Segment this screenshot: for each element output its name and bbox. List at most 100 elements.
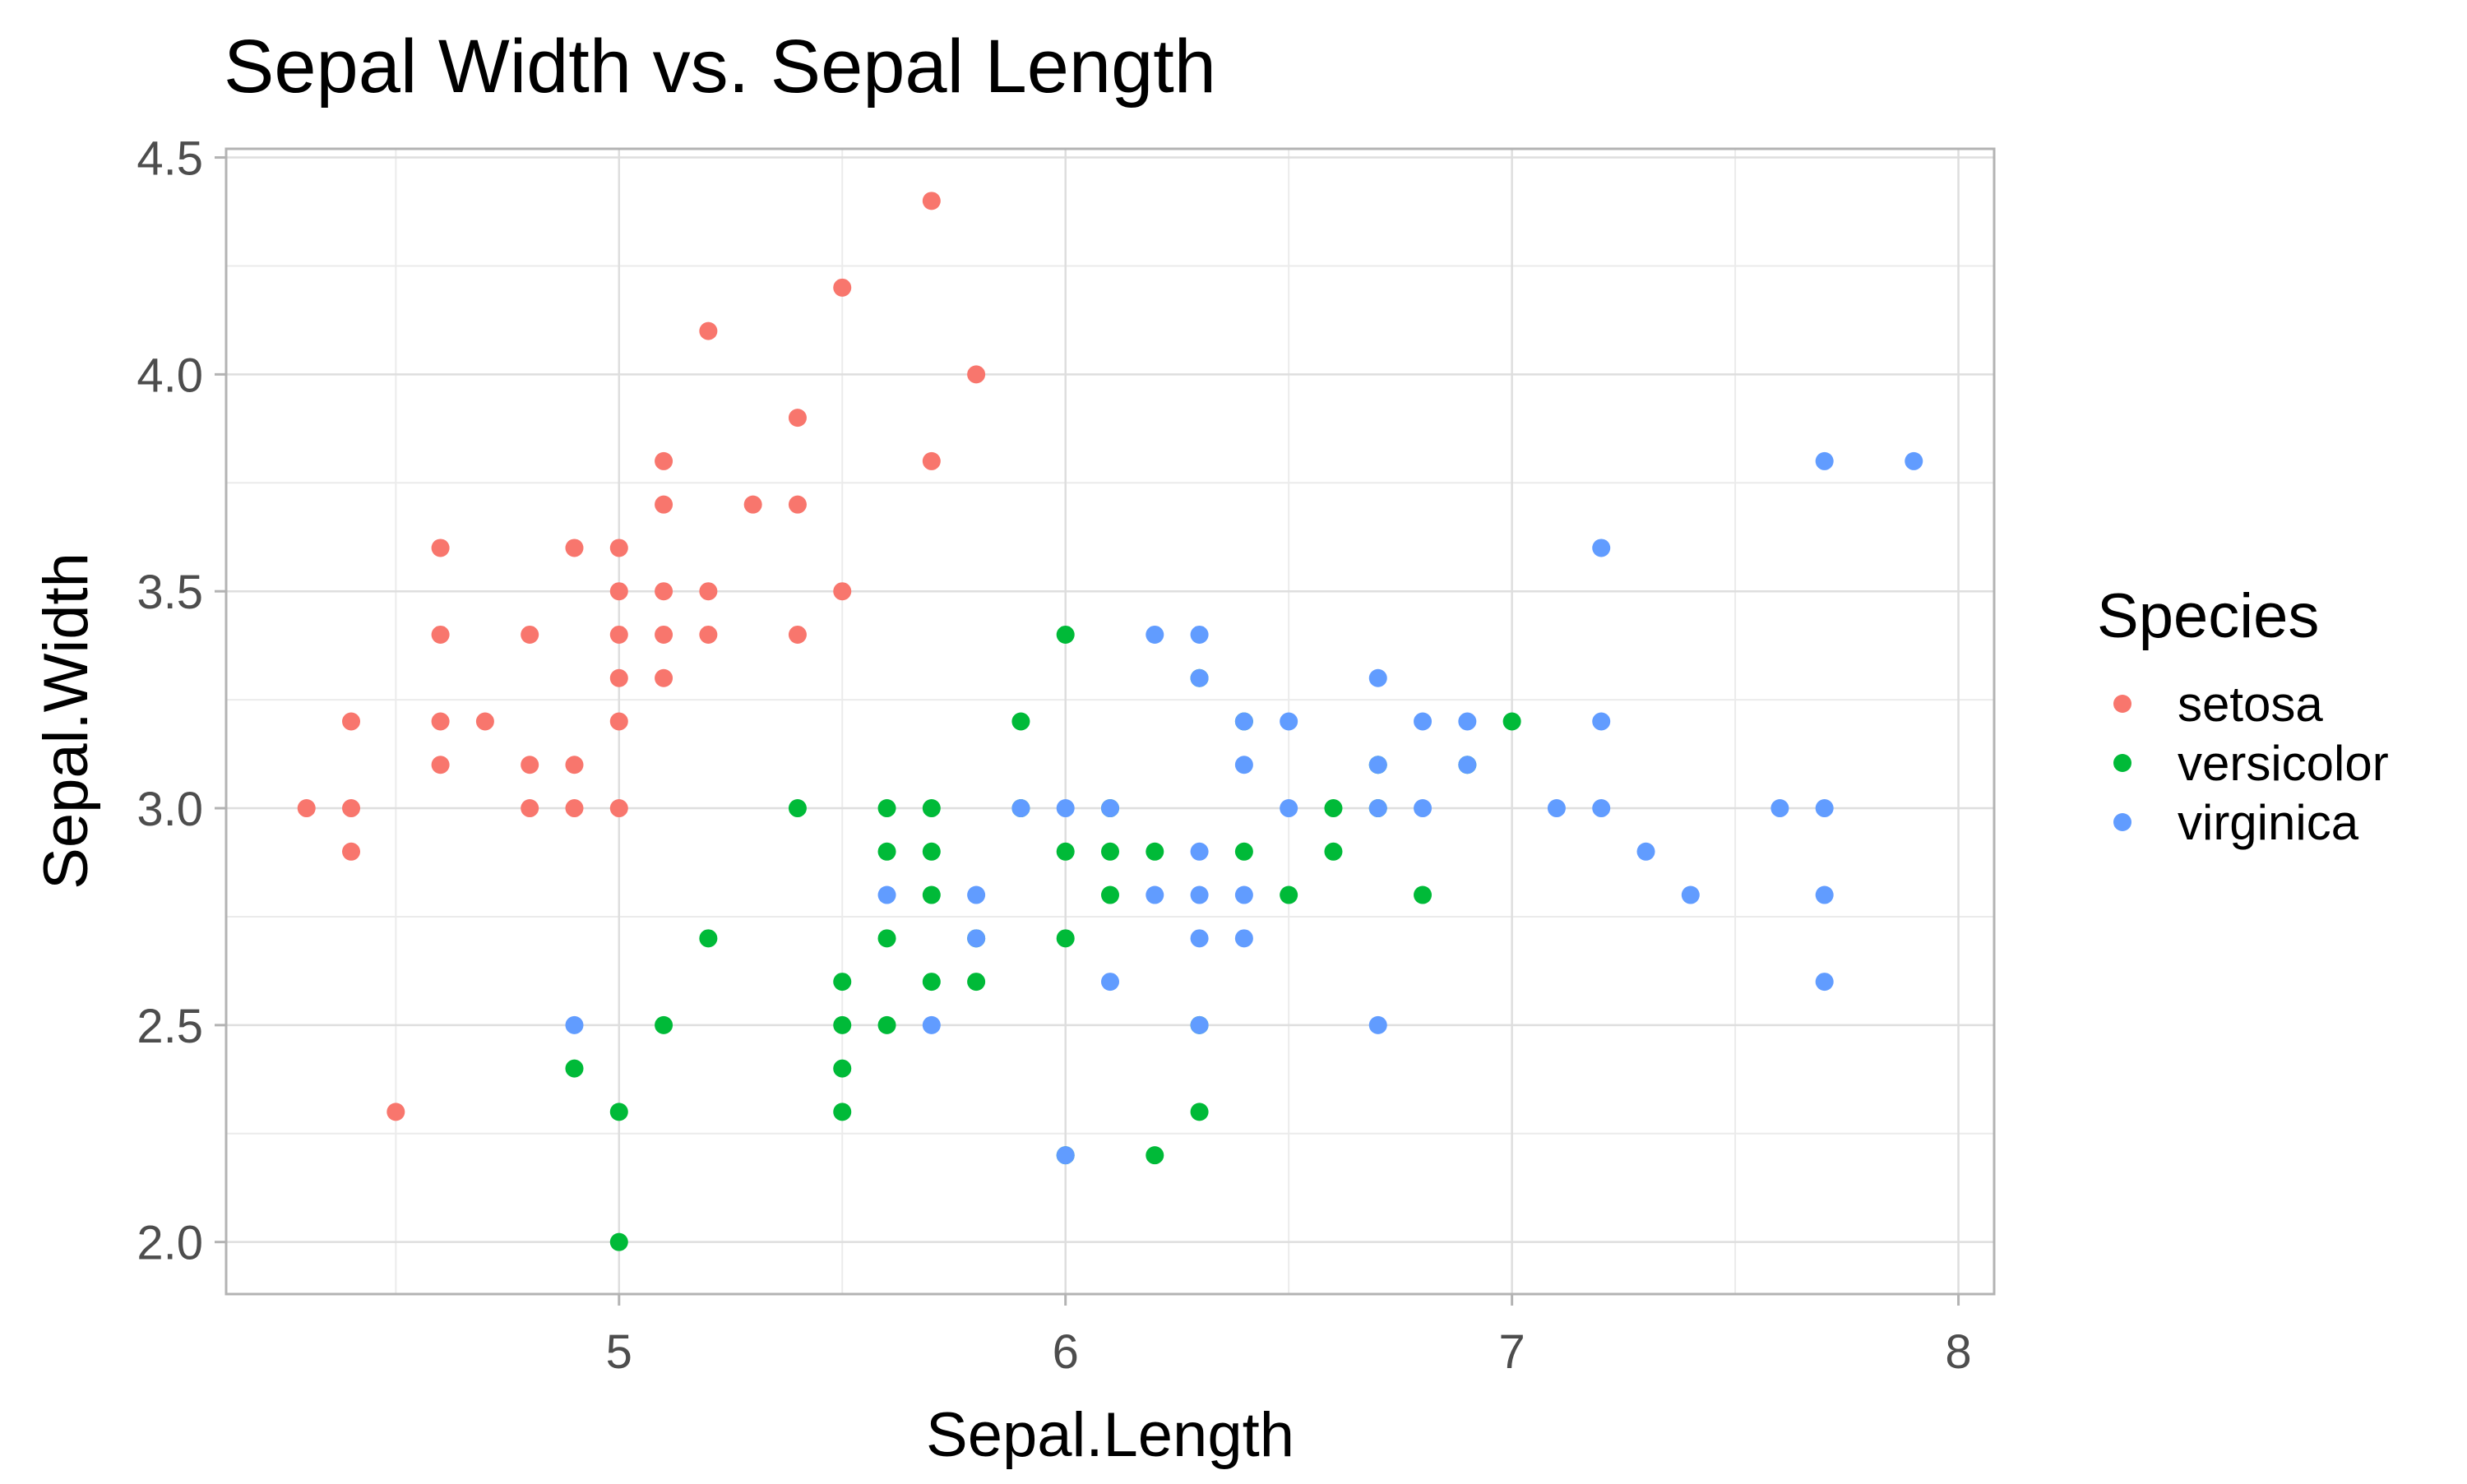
data-point-setosa <box>609 539 628 557</box>
data-point-setosa <box>342 842 361 861</box>
data-point-versicolor <box>877 842 896 861</box>
data-point-setosa <box>788 495 807 514</box>
major-grid <box>226 149 1994 1294</box>
data-point-versicolor <box>833 1015 852 1034</box>
data-point-setosa <box>699 321 718 340</box>
data-point-virginica <box>1056 1146 1075 1165</box>
legend-key-setosa <box>2113 695 2131 713</box>
plot-panel-border <box>224 147 1996 1296</box>
data-point-virginica <box>1101 799 1119 818</box>
data-point-versicolor <box>1011 712 1030 731</box>
data-point-setosa <box>609 625 628 644</box>
data-point-virginica <box>1280 799 1298 818</box>
data-point-setosa <box>833 582 852 601</box>
data-point-virginica <box>922 1015 941 1034</box>
data-point-virginica <box>1234 885 1253 904</box>
data-point-setosa <box>565 756 584 774</box>
x-axis-label: Sepal.Length <box>926 1400 1294 1470</box>
data-point-setosa <box>655 451 673 470</box>
data-point-setosa <box>655 582 673 601</box>
data-point-versicolor <box>1056 625 1075 644</box>
data-point-setosa <box>609 712 628 731</box>
y-tick-label: 2.5 <box>137 1000 203 1053</box>
data-point-virginica <box>1368 799 1387 818</box>
data-point-virginica <box>1368 756 1387 774</box>
data-point-virginica <box>1815 451 1834 470</box>
data-point-versicolor <box>1234 842 1253 861</box>
data-point-setosa <box>521 625 539 644</box>
data-point-setosa <box>655 625 673 644</box>
y-axis-label: Sepal.Width <box>31 552 101 890</box>
data-point-setosa <box>922 192 941 210</box>
data-point-versicolor <box>833 973 852 992</box>
data-point-setosa <box>655 495 673 514</box>
data-point-setosa <box>342 712 361 731</box>
data-point-virginica <box>1815 973 1834 992</box>
data-point-virginica <box>1592 539 1611 557</box>
data-point-virginica <box>1234 929 1253 948</box>
data-point-setosa <box>609 582 628 601</box>
data-point-virginica <box>967 885 986 904</box>
x-tick-label: 6 <box>1053 1325 1079 1379</box>
data-point-versicolor <box>922 799 941 818</box>
data-point-virginica <box>1146 625 1164 644</box>
data-point-setosa <box>609 799 628 818</box>
data-point-setosa <box>922 451 941 470</box>
data-point-virginica <box>1636 842 1655 861</box>
legend-label-setosa: setosa <box>2178 677 2323 732</box>
data-point-versicolor <box>877 929 896 948</box>
data-point-setosa <box>431 756 450 774</box>
data-point-versicolor <box>699 929 718 948</box>
data-point-virginica <box>1101 973 1119 992</box>
data-point-virginica <box>1815 885 1834 904</box>
data-point-setosa <box>833 278 852 297</box>
data-point-virginica <box>1592 799 1611 818</box>
data-point-versicolor <box>1414 885 1433 904</box>
y-tick-label: 4.0 <box>137 349 203 402</box>
legend-key-virginica <box>2113 813 2131 831</box>
data-point-virginica <box>1190 1015 1209 1034</box>
data-point-versicolor <box>833 1103 852 1121</box>
data-point-virginica <box>1056 799 1075 818</box>
data-point-versicolor <box>1146 1146 1164 1165</box>
data-point-versicolor <box>877 1015 896 1034</box>
data-point-versicolor <box>922 973 941 992</box>
y-tick-label: 3.0 <box>137 783 203 836</box>
data-point-setosa <box>967 365 986 384</box>
data-point-versicolor <box>1324 799 1343 818</box>
data-point-setosa <box>655 668 673 687</box>
data-point-versicolor <box>788 799 807 818</box>
data-point-setosa <box>431 539 450 557</box>
data-point-versicolor <box>1101 885 1119 904</box>
data-point-virginica <box>877 885 896 904</box>
data-point-versicolor <box>1146 842 1164 861</box>
data-point-versicolor <box>1101 842 1119 861</box>
points-layer <box>297 192 1923 1251</box>
data-point-virginica <box>1815 799 1834 818</box>
y-axis-ticks: 2.0 2.5 3.0 3.5 4.0 4.5 <box>137 132 226 1270</box>
data-point-versicolor <box>877 799 896 818</box>
data-point-setosa <box>788 625 807 644</box>
data-point-virginica <box>1458 756 1477 774</box>
data-point-virginica <box>1681 885 1700 904</box>
data-point-virginica <box>967 929 986 948</box>
data-point-setosa <box>699 625 718 644</box>
data-point-virginica <box>1592 712 1611 731</box>
chart-title: Sepal Width vs. Sepal Length <box>224 25 1216 109</box>
data-point-versicolor <box>565 1059 584 1078</box>
data-point-setosa <box>699 582 718 601</box>
data-point-setosa <box>521 756 539 774</box>
data-point-virginica <box>1368 1015 1387 1034</box>
data-point-virginica <box>1146 885 1164 904</box>
data-point-virginica <box>1414 712 1433 731</box>
y-tick-label: 2.0 <box>137 1217 203 1270</box>
data-point-versicolor <box>967 973 986 992</box>
data-point-virginica <box>1234 712 1253 731</box>
data-point-virginica <box>1190 625 1209 644</box>
data-point-virginica <box>1234 756 1253 774</box>
data-point-virginica <box>1011 799 1030 818</box>
data-point-virginica <box>1414 799 1433 818</box>
data-point-virginica <box>1547 799 1566 818</box>
